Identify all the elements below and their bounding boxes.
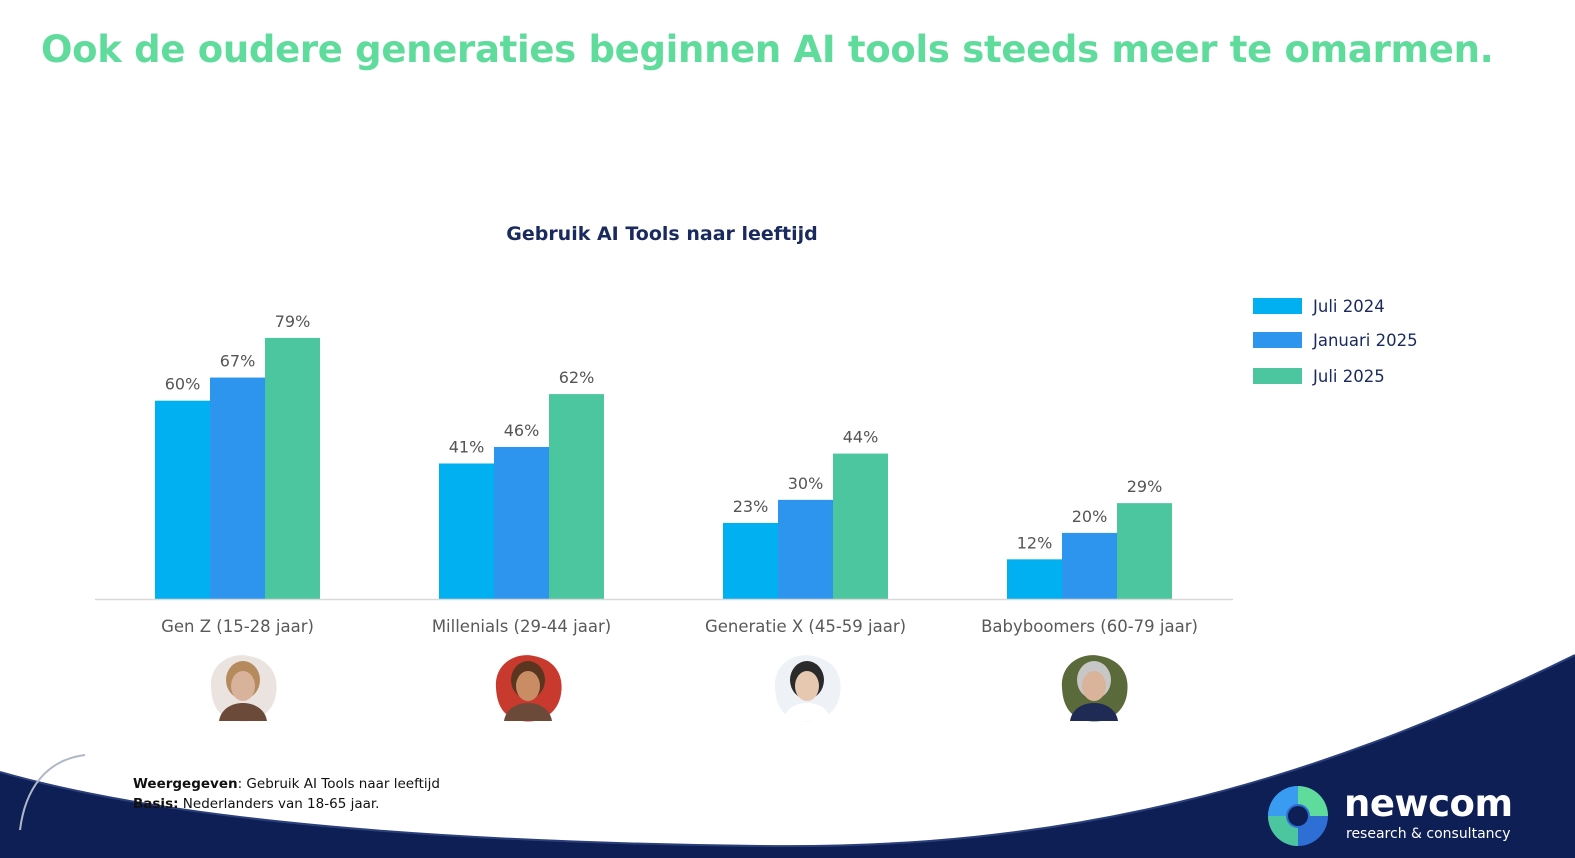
data-label: 29% bbox=[1127, 477, 1163, 496]
data-label: 30% bbox=[788, 474, 824, 493]
bar bbox=[155, 400, 210, 599]
bars: 60% 67% 79% 41% 46% 62% 23% 30% 44% 12% 20% 29% bbox=[155, 312, 1172, 599]
person-avatar-icon bbox=[210, 655, 277, 722]
data-label: 67% bbox=[220, 352, 256, 371]
person-avatar-icon bbox=[495, 655, 562, 722]
bar bbox=[439, 463, 494, 599]
data-label: 41% bbox=[449, 437, 485, 456]
bar bbox=[549, 394, 604, 599]
footnote-base-key: Basis: bbox=[133, 796, 179, 812]
legend: Juli 2024 Januari 2025 Juli 2025 bbox=[1253, 297, 1418, 386]
data-label: 46% bbox=[504, 421, 540, 440]
data-label: 23% bbox=[733, 497, 769, 516]
data-label: 62% bbox=[559, 368, 595, 387]
bar bbox=[833, 453, 888, 599]
category-labels: Gen Z (15-28 jaar) Millenials (29-44 jaar… bbox=[161, 617, 1198, 636]
legend-swatch bbox=[1253, 298, 1302, 314]
legend-swatch bbox=[1253, 332, 1302, 348]
footnote-base-value: Nederlanders van 18-65 jaar. bbox=[178, 796, 380, 812]
bar bbox=[1007, 559, 1062, 599]
chart-title: Gebruik AI Tools naar leeftijd bbox=[506, 223, 818, 245]
bar bbox=[1117, 503, 1172, 599]
data-label: 12% bbox=[1017, 533, 1053, 552]
footnote-shown-value: : Gebruik AI Tools naar leeftijd bbox=[237, 776, 440, 792]
logo-mark-icon bbox=[1268, 786, 1328, 846]
bar bbox=[778, 499, 833, 599]
category-label: Millenials (29-44 jaar) bbox=[432, 617, 611, 636]
category-label: Gen Z (15-28 jaar) bbox=[161, 617, 314, 636]
footnote-shown-key: Weergegeven bbox=[133, 776, 238, 792]
newcom-logo: newcom research & consultancy bbox=[1262, 780, 1532, 852]
legend-label: Juli 2024 bbox=[1312, 297, 1385, 316]
legend-label: Januari 2025 bbox=[1312, 331, 1418, 350]
bar bbox=[1062, 532, 1117, 599]
logo-name: newcom bbox=[1344, 782, 1513, 825]
bar bbox=[265, 337, 320, 599]
bar bbox=[210, 377, 265, 599]
data-label: 20% bbox=[1072, 507, 1108, 526]
footnote: Weergegeven: Gebruik AI Tools naar leeft… bbox=[133, 774, 440, 814]
person-avatar-icon bbox=[1061, 655, 1128, 722]
person-avatar-icon bbox=[774, 655, 841, 722]
data-label: 44% bbox=[843, 428, 879, 447]
avatars bbox=[210, 655, 1128, 722]
category-label: Generatie X (45-59 jaar) bbox=[705, 617, 906, 636]
slide-title: Ook de oudere generaties beginnen AI too… bbox=[41, 28, 1494, 71]
legend-label: Juli 2025 bbox=[1312, 367, 1385, 386]
bar bbox=[723, 522, 778, 599]
bar bbox=[494, 446, 549, 599]
data-label: 79% bbox=[275, 312, 311, 331]
data-label: 60% bbox=[165, 375, 201, 394]
category-label: Babyboomers (60-79 jaar) bbox=[981, 617, 1198, 636]
legend-swatch bbox=[1253, 368, 1302, 384]
logo-tagline: research & consultancy bbox=[1346, 826, 1511, 842]
